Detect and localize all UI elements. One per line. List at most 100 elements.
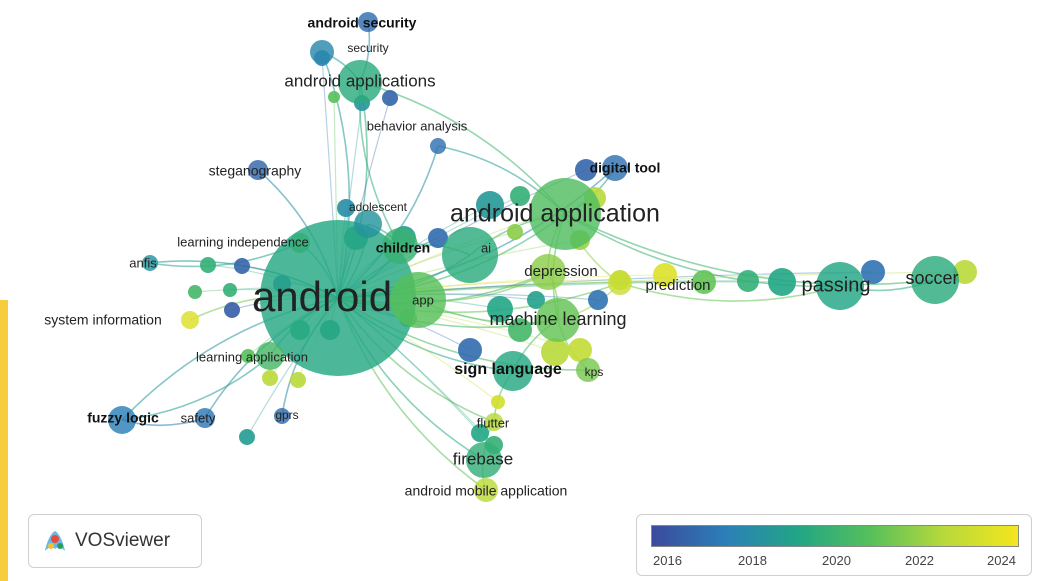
minor-node bbox=[861, 260, 885, 284]
node-android-security[interactable] bbox=[358, 12, 378, 32]
label-android-security: android security bbox=[308, 15, 417, 31]
minor-node bbox=[241, 349, 255, 363]
label-children: children bbox=[376, 240, 430, 256]
label-android-mobile-application: android mobile application bbox=[405, 483, 568, 499]
label-soccer: soccer bbox=[905, 268, 958, 288]
label-behavior-analysis: behavior analysis bbox=[367, 118, 468, 133]
node-android-application[interactable] bbox=[529, 178, 601, 250]
minor-node bbox=[200, 257, 216, 273]
minor-node bbox=[290, 372, 306, 388]
node-adolescent[interactable] bbox=[354, 210, 382, 238]
minor-node bbox=[768, 268, 796, 296]
minor-node bbox=[541, 338, 569, 366]
node-learning-application[interactable] bbox=[256, 342, 284, 370]
minor-node bbox=[476, 191, 504, 219]
minor-node bbox=[428, 228, 448, 248]
node-digital-tool[interactable] bbox=[602, 155, 628, 181]
node-system-information[interactable] bbox=[181, 311, 199, 329]
label-adolescent: adolescent bbox=[349, 200, 408, 214]
label-kps: kps bbox=[585, 365, 604, 379]
minor-node bbox=[527, 291, 545, 309]
node-prediction[interactable] bbox=[608, 271, 632, 295]
label-prediction: prediction bbox=[645, 277, 710, 294]
node-soccer[interactable] bbox=[911, 256, 959, 304]
node-kps[interactable] bbox=[576, 358, 600, 382]
minor-node bbox=[507, 224, 523, 240]
legend-tick: 2024 bbox=[987, 553, 1016, 568]
minor-node bbox=[188, 285, 202, 299]
minor-node bbox=[588, 290, 608, 310]
label-machine-learning: machine learning bbox=[489, 309, 626, 329]
minor-node bbox=[510, 186, 530, 206]
node-firebase[interactable] bbox=[466, 442, 502, 478]
label-security: security bbox=[347, 41, 388, 55]
legend-tick: 2020 bbox=[822, 553, 851, 568]
node-app[interactable] bbox=[390, 272, 446, 328]
node-safety[interactable] bbox=[195, 408, 215, 428]
minor-node bbox=[575, 159, 597, 181]
label-passing: passing bbox=[802, 274, 871, 296]
minor-node bbox=[568, 338, 592, 362]
node-steganography[interactable] bbox=[248, 160, 268, 180]
label-gprs: gprs bbox=[275, 408, 298, 422]
node-android-mobile-application[interactable] bbox=[474, 478, 498, 502]
minor-node bbox=[653, 263, 677, 287]
node-learning-independence[interactable] bbox=[290, 233, 310, 253]
minor-node bbox=[737, 270, 759, 292]
node-android-applications[interactable] bbox=[338, 60, 382, 104]
label-fuzzy-logic: fuzzy logic bbox=[87, 410, 159, 426]
label-anfis: anfis bbox=[129, 255, 157, 270]
minor-node bbox=[692, 270, 716, 294]
minor-node bbox=[508, 318, 532, 342]
legend-tick: 2016 bbox=[653, 553, 682, 568]
node-depression[interactable] bbox=[530, 254, 566, 290]
minor-node bbox=[224, 302, 240, 318]
minor-node bbox=[262, 370, 278, 386]
label-flutter: flutter bbox=[477, 415, 510, 430]
node-android[interactable] bbox=[260, 220, 416, 376]
node-behavior-analysis[interactable] bbox=[430, 138, 446, 154]
network-link bbox=[619, 282, 841, 302]
label-app: app bbox=[412, 292, 434, 307]
minor-node bbox=[382, 90, 398, 106]
node-sign-language[interactable] bbox=[493, 351, 533, 391]
node-fuzzy-logic[interactable] bbox=[108, 406, 136, 434]
label-firebase: firebase bbox=[453, 449, 513, 468]
year-color-legend: 2016 2018 2020 2022 2024 bbox=[636, 514, 1032, 576]
left-accent-stripe bbox=[0, 300, 8, 581]
node-security[interactable] bbox=[310, 40, 334, 64]
node-children[interactable] bbox=[382, 228, 418, 264]
label-android-applications: android applications bbox=[284, 71, 435, 90]
node-anfis[interactable] bbox=[142, 255, 158, 271]
minor-node bbox=[223, 283, 237, 297]
legend-tick: 2022 bbox=[905, 553, 934, 568]
label-sign-language: sign language bbox=[454, 361, 562, 378]
label-safety: safety bbox=[181, 410, 216, 425]
vosviewer-logo: VOSviewer bbox=[28, 514, 202, 568]
year-gradient-bar bbox=[651, 525, 1019, 547]
node-ai[interactable] bbox=[442, 227, 498, 283]
node-gprs[interactable] bbox=[274, 408, 290, 424]
minor-node bbox=[337, 199, 355, 217]
label-learning-application: learning application bbox=[196, 349, 308, 364]
minor-node bbox=[458, 338, 482, 362]
label-learning-independence: learning independence bbox=[177, 234, 309, 249]
label-ai: ai bbox=[481, 240, 491, 255]
node-passing[interactable] bbox=[816, 262, 864, 310]
label-android-application: android application bbox=[450, 200, 660, 228]
minor-node bbox=[487, 296, 513, 322]
minor-node bbox=[491, 395, 505, 409]
vosviewer-logo-icon bbox=[45, 531, 65, 551]
minor-node bbox=[328, 91, 340, 103]
label-depression: depression bbox=[524, 263, 597, 280]
brand-name: VOSviewer bbox=[75, 530, 171, 551]
keyword-labels: android android application android applic… bbox=[44, 15, 958, 499]
node-flutter[interactable] bbox=[485, 413, 503, 431]
minor-node bbox=[239, 429, 255, 445]
node-machine-learning[interactable] bbox=[536, 298, 580, 342]
minor-node bbox=[953, 260, 977, 284]
minor-node bbox=[234, 258, 250, 274]
network-link bbox=[564, 213, 841, 288]
minor-node bbox=[471, 424, 489, 442]
